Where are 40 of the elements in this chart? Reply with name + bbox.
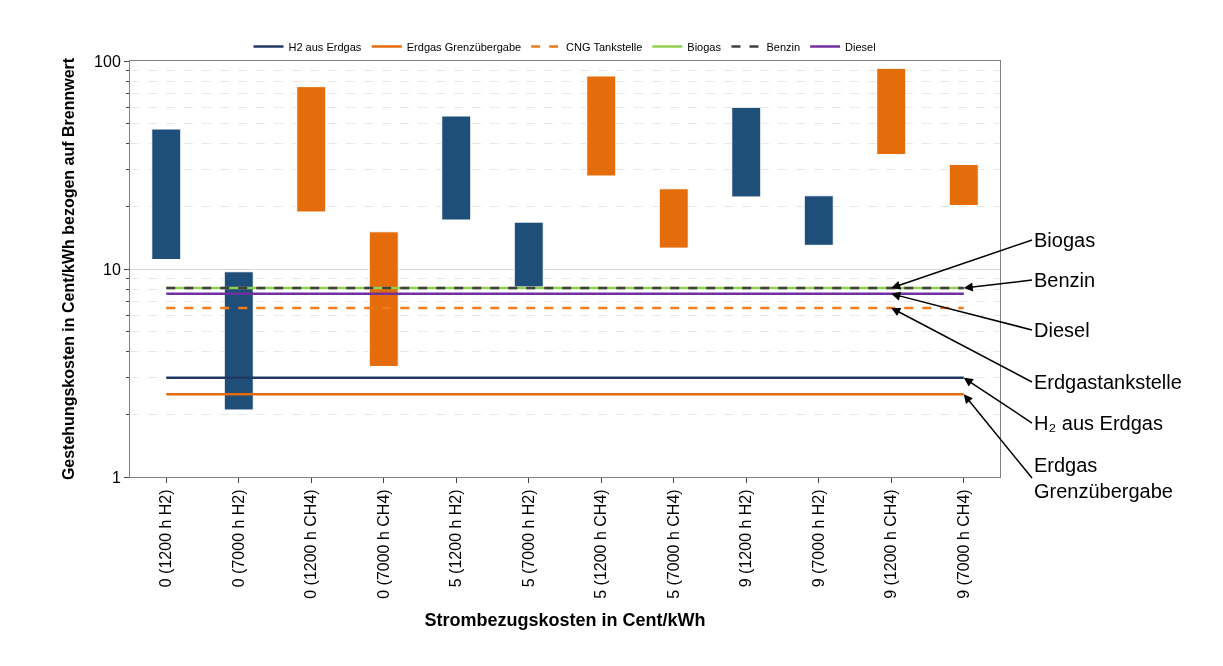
x-tick-label: 9 (7000 h CH4)	[954, 489, 972, 599]
annotation: Erdgastankstelle	[1034, 371, 1182, 393]
x-tick-label: 5 (7000 h CH4)	[664, 489, 682, 599]
bar	[876, 67, 907, 156]
y-tick-label: 1	[111, 468, 121, 486]
annotation: Biogas	[1034, 229, 1096, 251]
x-tick-label: 9 (7000 h H2)	[809, 489, 827, 588]
x-tick-label: 0 (1200 h H2)	[157, 489, 175, 588]
legend-label: CNG Tankstelle	[566, 40, 643, 53]
annotation: Benzin	[1034, 269, 1096, 291]
x-tick-label: 5 (1200 h CH4)	[592, 489, 610, 599]
y-axis-title: Gestehungskosten in Cent/kWh bezogen auf Brennwert	[60, 57, 77, 481]
bar	[151, 128, 182, 261]
legend-label: Benzin	[766, 40, 801, 53]
legend-label: H2 aus Erdgas	[288, 40, 362, 53]
y-tick-label: 100	[94, 52, 121, 70]
bar	[513, 221, 544, 288]
x-tick-label: 0 (1200 h CH4)	[302, 489, 320, 599]
legend-label: Erdgas Grenzübergabe	[406, 40, 522, 53]
bar	[296, 86, 327, 213]
annotation: Erdgas Grenzübergabe	[1034, 454, 1173, 502]
x-tick-label: 0 (7000 h H2)	[229, 489, 247, 588]
y-tick-label: 10	[103, 260, 121, 278]
x-tick-label: 5 (1200 h H2)	[447, 489, 465, 588]
bar	[731, 106, 762, 198]
x-tick-label: 9 (1200 h H2)	[737, 489, 755, 588]
annotation: Diesel	[1034, 319, 1090, 341]
legend-label: Diesel	[845, 40, 876, 53]
x-axis-title: Strombezugskosten in Cent/kWh	[424, 609, 706, 630]
bar	[803, 195, 834, 246]
bar	[586, 75, 617, 177]
bar	[368, 231, 399, 367]
x-tick-label: 0 (7000 h CH4)	[374, 489, 392, 599]
legend-label: Biogas	[687, 40, 722, 53]
bar	[658, 188, 689, 249]
annotation: H₂ aus Erdgas	[1034, 412, 1163, 434]
x-tick-label: 9 (1200 h CH4)	[882, 489, 900, 599]
bar	[441, 115, 472, 221]
bar	[948, 164, 979, 206]
x-tick-label: 5 (7000 h H2)	[519, 489, 537, 588]
